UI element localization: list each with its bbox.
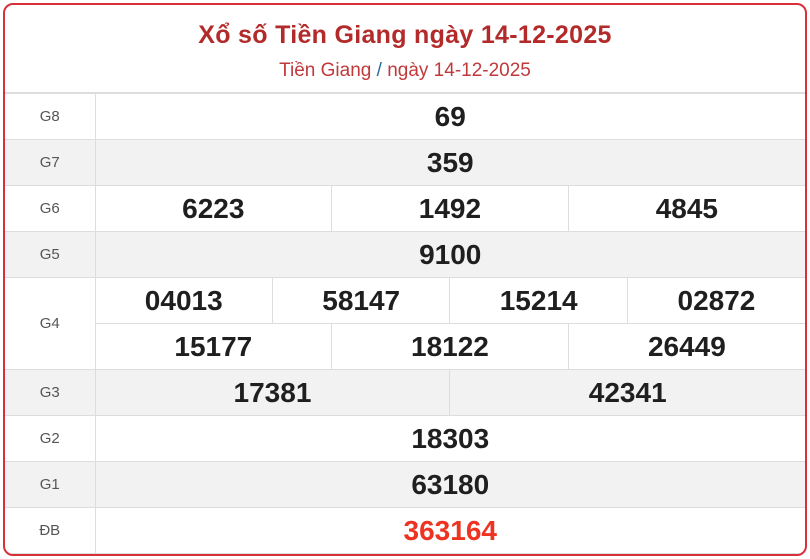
breadcrumb-date: ngày 14-12-2025: [387, 60, 531, 81]
prize-label: G3: [5, 369, 96, 416]
prize-label: G8: [5, 93, 96, 140]
prize-row-g6: G6 6223 1492 4845: [5, 185, 805, 232]
page-title: Xổ số Tiền Giang ngày 14-12-2025: [198, 21, 612, 49]
prize-number: 69: [94, 93, 805, 140]
prize-label: ĐB: [5, 507, 96, 554]
breadcrumb: Tiền Giang / ngày 14-12-2025: [5, 60, 805, 82]
prize-number: 02872: [626, 277, 805, 324]
prize-row-g8: G8 69: [5, 93, 805, 140]
breadcrumb-province-link[interactable]: Tiền Giang: [279, 60, 372, 81]
prize-row-g4-2: 15177 18122 26449: [5, 323, 805, 370]
results-header: Xổ số Tiền Giang ngày 14-12-2025 Tiền Gi…: [5, 5, 805, 93]
prize-number: 04013: [94, 277, 273, 324]
prize-number: 9100: [94, 231, 805, 278]
prize-number: 15214: [449, 277, 628, 324]
prize-label: G7: [5, 139, 96, 186]
prize-number: 63180: [94, 461, 805, 508]
prize-number: 6223: [94, 185, 333, 232]
prize-label: G4: [5, 277, 96, 370]
prize-row-g4: G4 04013 58147 15214 02872: [5, 277, 805, 370]
prize-label: G6: [5, 185, 96, 232]
special-prize-number: 363164: [94, 507, 805, 554]
prize-row-g5: G5 9100: [5, 231, 805, 278]
prize-label: G1: [5, 461, 96, 508]
prize-row-g7: G7 359: [5, 139, 805, 186]
prize-row-g1: G1 63180: [5, 461, 805, 508]
prize-number: 1492: [331, 185, 569, 232]
prize-number: 4845: [567, 185, 805, 232]
prize-number: 15177: [95, 323, 333, 370]
prize-row-g2: G2 18303: [5, 415, 805, 462]
results-table: G8 69 G7 359 G6 6223 1492 4845 G5 9100 G4 04013…: [5, 93, 805, 554]
prize-number: 26449: [567, 323, 805, 370]
prize-label: G2: [5, 415, 96, 462]
prize-label: G5: [5, 231, 96, 278]
prize-row-special: ĐB 363164: [5, 507, 805, 554]
prize-number: 359: [94, 139, 805, 186]
prize-number: 58147: [271, 277, 451, 324]
prize-number: 18303: [94, 415, 805, 462]
prize-row-g3: G3 17381 42341: [5, 369, 805, 416]
breadcrumb-separator: /: [376, 60, 382, 81]
results-card: Xổ số Tiền Giang ngày 14-12-2025 Tiền Gi…: [3, 3, 807, 556]
prize-number: 18122: [331, 323, 569, 370]
prize-number: 42341: [449, 369, 805, 416]
prize-number: 17381: [94, 369, 451, 416]
